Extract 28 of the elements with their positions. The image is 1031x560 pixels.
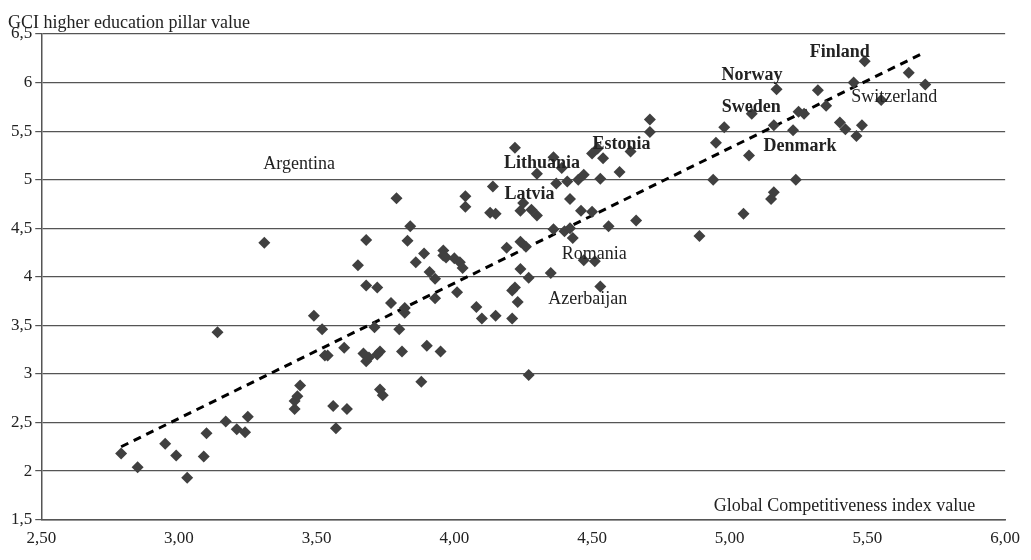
x-tick-label: 2,50 bbox=[26, 528, 57, 548]
annotation: Latvia bbox=[504, 183, 555, 204]
x-tick-label: 6,00 bbox=[990, 528, 1020, 548]
annotation: Finland bbox=[809, 40, 870, 61]
y-tick-label: 4 bbox=[23, 266, 33, 286]
annotation: Romania bbox=[561, 243, 627, 264]
annotation: Norway bbox=[721, 64, 783, 85]
y-tick-label: 2 bbox=[23, 460, 33, 480]
annotation: Denmark bbox=[763, 134, 837, 155]
x-tick-label: 5,50 bbox=[852, 528, 883, 548]
y-tick-label: 5 bbox=[23, 169, 33, 189]
y-tick-label: 2,5 bbox=[11, 411, 33, 431]
y-tick-label: 1,5 bbox=[11, 509, 33, 529]
x-axis-title: Global Competitiveness index value bbox=[713, 495, 976, 516]
annotation: Argentina bbox=[263, 152, 335, 173]
y-tick-label: 3,5 bbox=[11, 314, 33, 334]
y-tick-label: 6 bbox=[23, 72, 33, 92]
annotation: Azerbaijan bbox=[548, 288, 628, 309]
annotation: Sweden bbox=[721, 96, 781, 117]
x-tick-label: 3,50 bbox=[301, 528, 332, 548]
x-tick-label: 4,50 bbox=[577, 528, 607, 548]
x-tick-label: 4,00 bbox=[439, 528, 470, 548]
y-tick-label: 4,5 bbox=[11, 217, 33, 237]
x-tick-label: 3,00 bbox=[164, 528, 194, 548]
x-tick-label: 5,00 bbox=[714, 528, 745, 548]
y-tick-label: 5,5 bbox=[11, 120, 33, 140]
annotation: Estonia bbox=[592, 133, 651, 154]
y-tick-label: 3 bbox=[23, 363, 33, 383]
